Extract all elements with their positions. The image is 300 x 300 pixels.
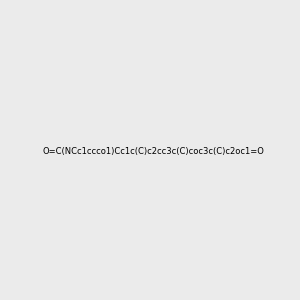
Text: O=C(NCc1ccco1)Cc1c(C)c2cc3c(C)coc3c(C)c2oc1=O: O=C(NCc1ccco1)Cc1c(C)c2cc3c(C)coc3c(C)c2… xyxy=(43,147,265,156)
